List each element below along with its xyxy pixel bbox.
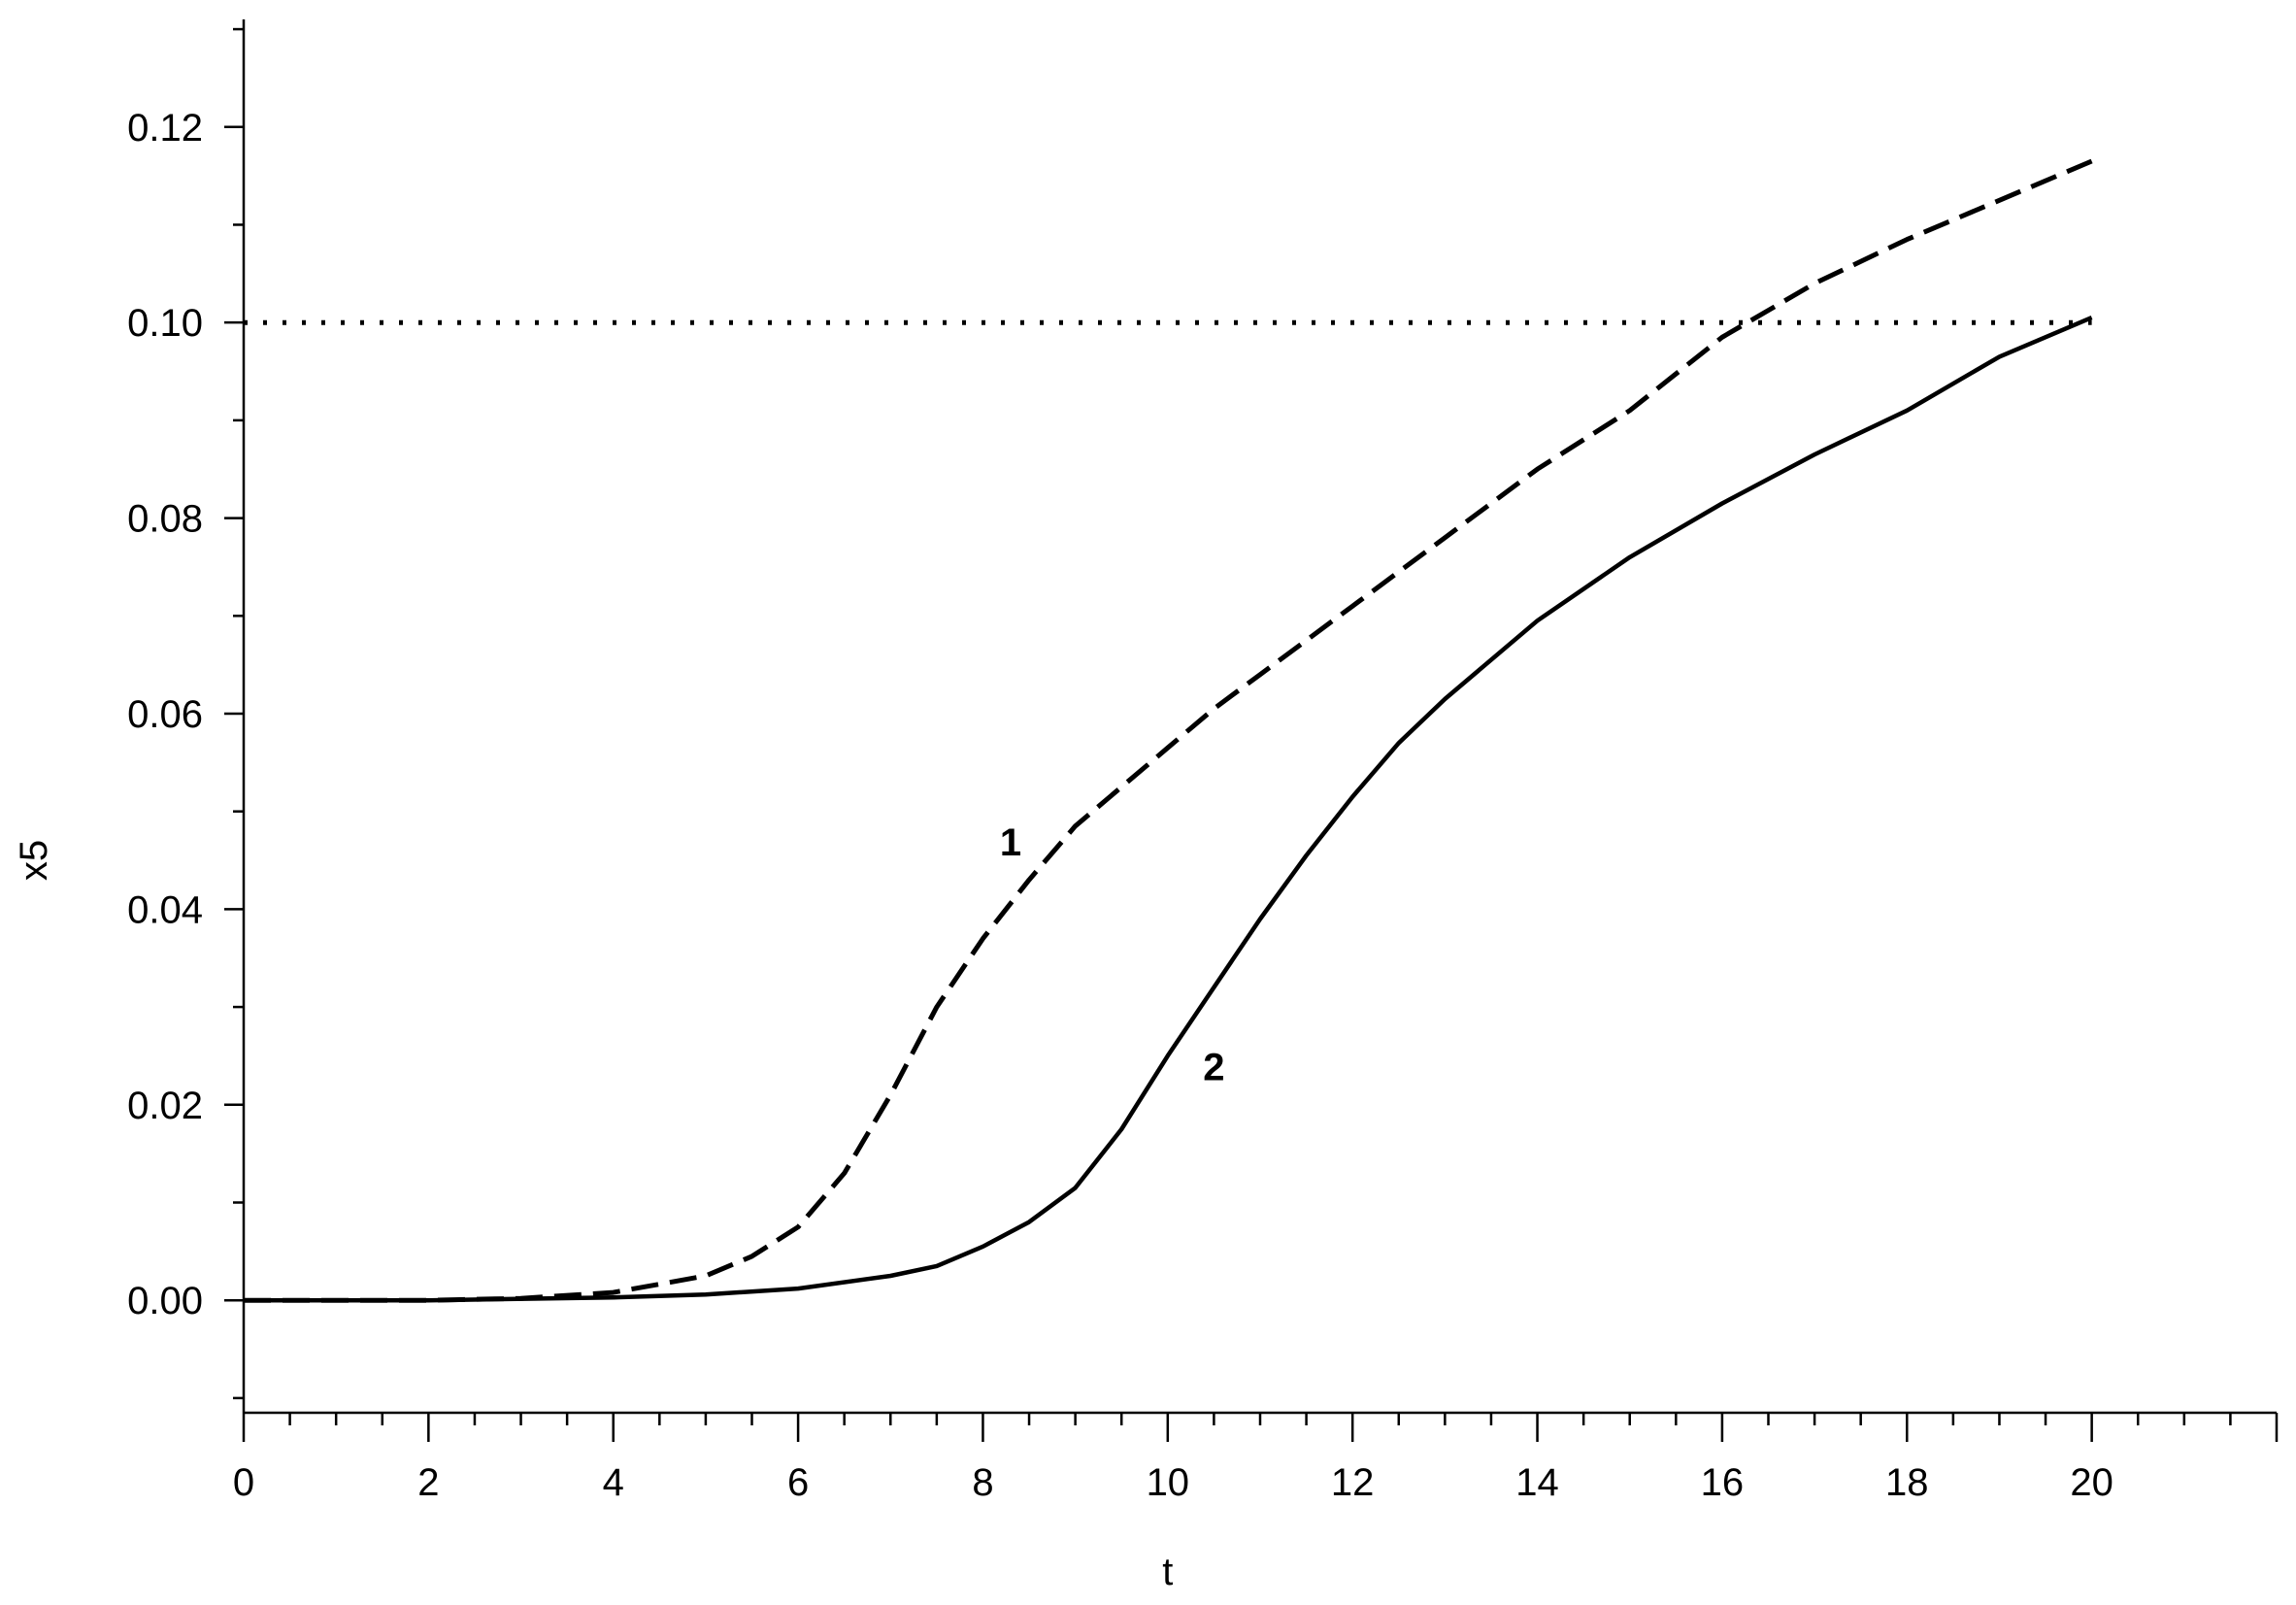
x-axis-title: t: [1162, 1551, 1173, 1593]
y-tick-label: 0.00: [127, 1280, 203, 1322]
x-tick-label: 6: [787, 1461, 809, 1504]
ticks: 0 2 4 6 8 10 12 14 16 18 200.000.020.040.060.080.1…: [127, 27, 2279, 1504]
x-tick-label: 2: [417, 1461, 439, 1504]
series-1-line: [244, 158, 2093, 1303]
y-tick-label: 0.06: [127, 693, 203, 736]
x-tick-label: 4: [603, 1461, 624, 1504]
labels-group: 12: [1000, 821, 1225, 1089]
y-axis-title: x5: [13, 840, 55, 881]
x-tick-label: 18: [1885, 1461, 1929, 1504]
y-tick-label: 0.12: [127, 107, 203, 150]
x-tick-label: 12: [1331, 1461, 1375, 1504]
x-tick-label: 0: [233, 1461, 254, 1504]
axes: [242, 19, 2277, 1415]
x-tick-label: 20: [2070, 1461, 2113, 1504]
curve-label-2: 2: [1203, 1047, 1224, 1089]
x-tick-label: 10: [1147, 1461, 1190, 1504]
y-tick-label: 0.04: [127, 888, 203, 931]
y-tick-label: 0.02: [127, 1085, 203, 1127]
series-2-line: [244, 316, 2093, 1303]
curve-label-1: 1: [1000, 821, 1021, 864]
x-tick-label: 14: [1515, 1461, 1559, 1504]
x-tick-label: 16: [1701, 1461, 1745, 1504]
y-tick-label: 0.08: [127, 498, 203, 541]
x-tick-label: 8: [972, 1461, 993, 1504]
series-group: [244, 158, 2093, 1303]
y-tick-label: 0.10: [127, 302, 203, 345]
